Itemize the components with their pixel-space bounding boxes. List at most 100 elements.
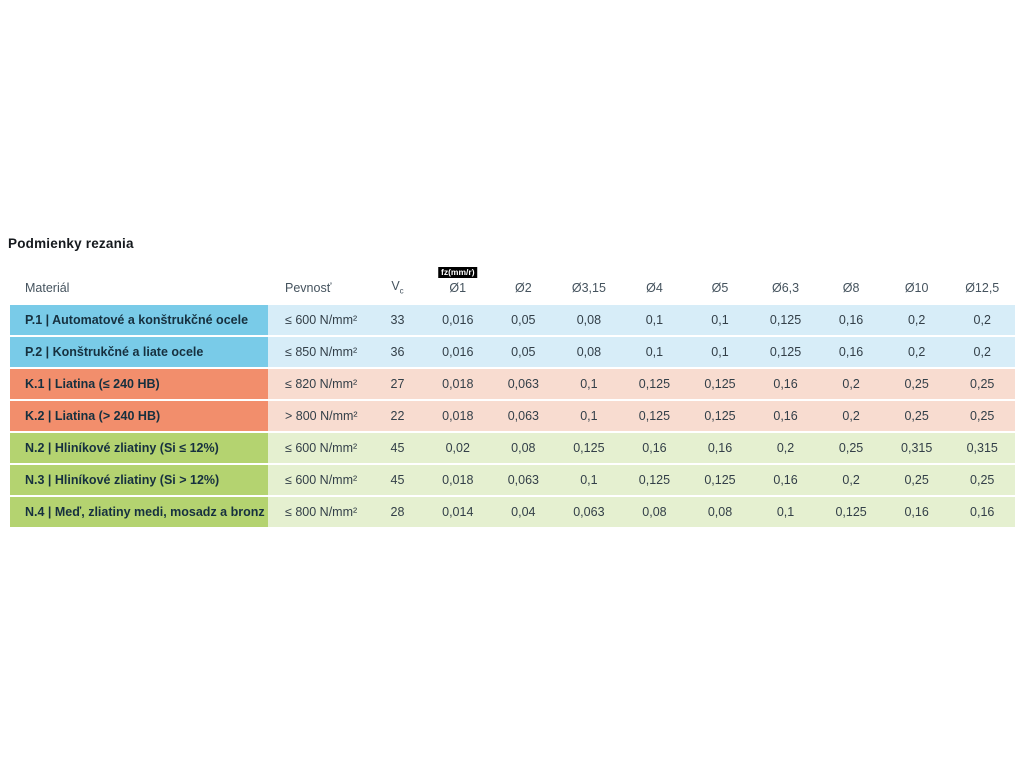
col-header-diameter-2: Ø2 — [491, 281, 557, 295]
col-header-diameter-1: fz(mm/r) Ø1 — [425, 266, 491, 295]
feed-value-cell: 0,063 — [507, 377, 539, 391]
strength-cell: ≤ 600 N/mm² — [285, 313, 358, 327]
col-header-diameter-4: Ø4 — [622, 281, 688, 295]
feed-value-cell: 0,2 — [907, 313, 926, 327]
feed-value-cell: 0,16 — [642, 441, 667, 455]
cutting-conditions-table: Materiál Pevnosť Vc fz(mm/r) Ø1 Ø2 Ø3,15… — [10, 253, 1015, 529]
page-title: Podmienky rezania — [8, 236, 134, 251]
material-cell: N.3 | Hliníkové zliatiny (Si > 12%) — [10, 465, 268, 495]
feed-value-cell: 0,16 — [904, 505, 929, 519]
diameter-label: Ø8 — [842, 281, 860, 295]
feed-value-cell: 0,25 — [904, 377, 929, 391]
feed-value-cell: 0,08 — [576, 345, 602, 359]
vc-cell: 33 — [390, 313, 405, 327]
feed-value-cell: 0,018 — [442, 473, 474, 487]
table-row: N.3 | Hliníkové zliatiny (Si > 12%) ≤ 60… — [10, 465, 1015, 495]
feed-value-cell: 0,02 — [445, 441, 470, 455]
feed-value-cell: 0,125 — [704, 473, 736, 487]
diameter-label: Ø10 — [904, 281, 929, 295]
feed-value-cell: 0,16 — [773, 377, 798, 391]
col-header-diameter-7: Ø8 — [818, 281, 884, 295]
feed-value-cell: 0,125 — [704, 377, 736, 391]
feed-value-cell: 0,125 — [573, 441, 605, 455]
table-row: N.2 | Hliníkové zliatiny (Si ≤ 12%) ≤ 60… — [10, 433, 1015, 463]
diameter-label: Ø12,5 — [965, 281, 1000, 295]
table-row: P.2 | Konštrukčné a liate ocele ≤ 850 N/… — [10, 337, 1015, 367]
table-row: K.1 | Liatina (≤ 240 HB) ≤ 820 N/mm² 27 … — [10, 369, 1015, 399]
feed-value-cell: 0,125 — [638, 409, 671, 423]
feed-value-cell: 0,018 — [442, 377, 474, 391]
table-header-row: Materiál Pevnosť Vc fz(mm/r) Ø1 Ø2 Ø3,15… — [10, 253, 1015, 305]
feed-value-cell: 0,063 — [507, 473, 539, 487]
feed-value-cell: 0,05 — [511, 345, 536, 359]
material-cell: K.1 | Liatina (≤ 240 HB) — [10, 369, 268, 399]
material-cell: N.2 | Hliníkové zliatiny (Si ≤ 12%) — [10, 433, 268, 463]
feed-value-cell: 0,016 — [442, 313, 474, 327]
table-body: P.1 | Automatové a konštrukčné ocele ≤ 6… — [10, 305, 1015, 527]
diameter-label: Ø5 — [711, 281, 729, 295]
strength-cell: ≤ 800 N/mm² — [285, 505, 358, 519]
feed-value-cell: 0,1 — [580, 377, 598, 391]
feed-value-cell: 0,08 — [707, 505, 733, 519]
vc-cell: 27 — [390, 377, 405, 391]
feed-value-cell: 0,125 — [638, 473, 671, 487]
feed-value-cell: 0,018 — [442, 409, 474, 423]
strength-cell: ≤ 820 N/mm² — [285, 377, 358, 391]
feed-value-cell: 0,315 — [966, 441, 998, 455]
feed-value-cell: 0,1 — [645, 345, 664, 359]
feed-value-cell: 0,2 — [842, 473, 860, 487]
feed-value-cell: 0,25 — [970, 409, 995, 423]
feed-value-cell: 0,125 — [769, 345, 802, 359]
feed-value-cell: 0,16 — [838, 345, 864, 359]
vc-cell: 45 — [390, 473, 405, 487]
strength-cell: > 800 N/mm² — [285, 409, 358, 423]
table-row: P.1 | Automatové a konštrukčné ocele ≤ 6… — [10, 305, 1015, 335]
feed-value-cell: 0,1 — [580, 409, 598, 423]
feed-value-cell: 0,25 — [904, 409, 929, 423]
vc-cell: 45 — [390, 441, 405, 455]
feed-value-cell: 0,2 — [842, 409, 860, 423]
col-header-diameter-9: Ø12,5 — [949, 281, 1015, 295]
col-header-vc: Vc — [370, 279, 425, 296]
feed-value-cell: 0,1 — [645, 313, 664, 327]
vc-cell: 22 — [390, 409, 405, 423]
feed-value-cell: 0,16 — [838, 313, 864, 327]
feed-value-cell: 0,16 — [773, 409, 798, 423]
feed-value-cell: 0,25 — [838, 441, 864, 455]
vc-cell: 36 — [390, 345, 405, 359]
feed-value-cell: 0,25 — [904, 473, 929, 487]
material-cell: N.4 | Meď, zliatiny medi, mosadz a bronz — [10, 497, 268, 527]
material-cell: P.2 | Konštrukčné a liate ocele — [10, 337, 268, 367]
material-cell: P.1 | Automatové a konštrukčné ocele — [10, 305, 268, 335]
feed-value-cell: 0,08 — [642, 505, 667, 519]
strength-cell: ≤ 600 N/mm² — [285, 441, 358, 455]
material-cell: K.2 | Liatina (> 240 HB) — [10, 401, 268, 431]
strength-cell: ≤ 600 N/mm² — [285, 473, 358, 487]
feed-value-cell: 0,2 — [973, 313, 991, 327]
feed-value-cell: 0,16 — [707, 441, 733, 455]
vc-subscript: c — [399, 286, 404, 295]
table-row: N.4 | Meď, zliatiny medi, mosadz a bronz… — [10, 497, 1015, 527]
vc-symbol: V — [391, 278, 400, 293]
feed-value-cell: 0,16 — [970, 505, 995, 519]
table-row: K.2 | Liatina (> 240 HB) > 800 N/mm² 22 … — [10, 401, 1015, 431]
strength-cell: ≤ 850 N/mm² — [285, 345, 358, 359]
feed-value-cell: 0,1 — [580, 473, 598, 487]
feed-value-cell: 0,125 — [769, 313, 802, 327]
feed-value-cell: 0,125 — [704, 409, 736, 423]
col-header-diameter-5: Ø5 — [687, 281, 753, 295]
col-header-strength: Pevnosť — [285, 281, 332, 295]
diameter-label: Ø3,15 — [571, 281, 606, 295]
feed-value-cell: 0,04 — [511, 505, 536, 519]
diameter-label: Ø4 — [646, 281, 663, 295]
feed-value-cell: 0,1 — [776, 505, 795, 519]
col-header-material: Materiál — [25, 281, 70, 295]
feed-value-cell: 0,1 — [711, 313, 729, 327]
feed-value-cell: 0,063 — [507, 409, 539, 423]
feed-value-cell: 0,2 — [907, 345, 926, 359]
feed-value-cell: 0,05 — [511, 313, 536, 327]
vc-cell: 28 — [390, 505, 405, 519]
col-header-diameter-8: Ø10 — [884, 281, 950, 295]
feed-value-cell: 0,125 — [638, 377, 671, 391]
